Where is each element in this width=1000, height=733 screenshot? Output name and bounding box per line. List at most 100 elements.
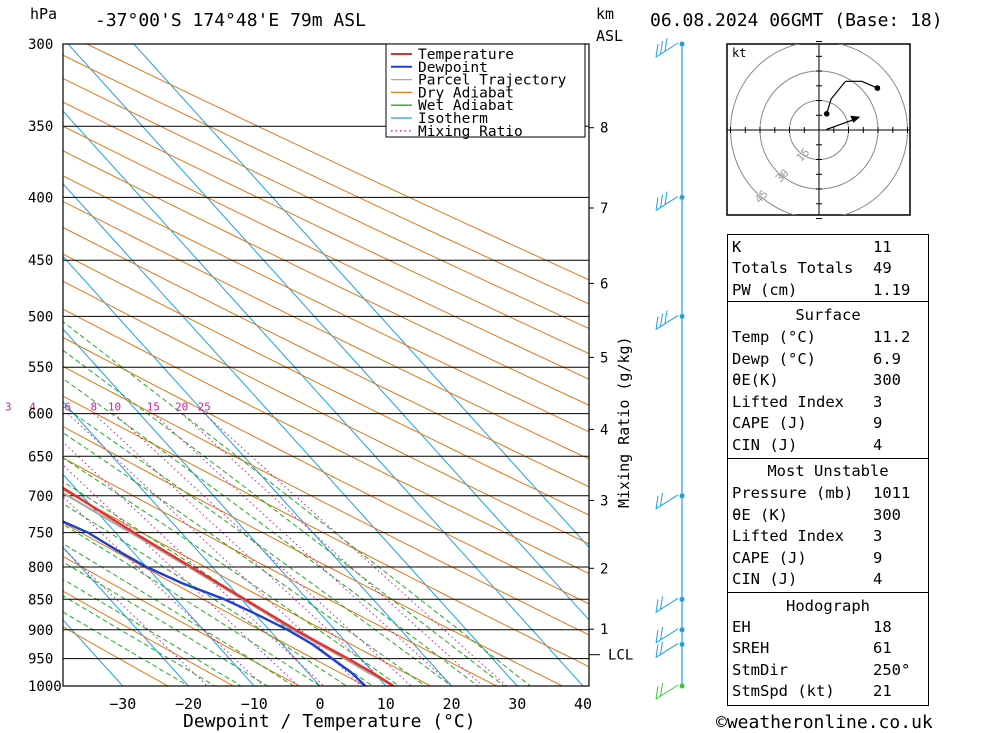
index-row: K 11 [728,237,928,259]
height-tick-label: 7 [600,201,608,217]
mixing-ratio-line [63,547,209,686]
wind-barb [655,38,679,58]
wind-level-dot [679,683,685,689]
indices-basic-box: K 11 Totals Totals 49 PW (cm) 1.19 [727,234,929,303]
dry-adiabat-line [63,522,367,686]
temperature-tick-labels: −30 −20 −10 0 10 20 30 40 [109,695,592,713]
wind-profile [655,38,685,700]
wind-barb [655,596,679,613]
isotherm-line [63,183,518,686]
legend-label: Temperature [418,47,514,63]
index-label: EH [732,618,751,636]
wind-barb-shaft [655,684,679,700]
wind-barb-feather [655,43,659,58]
pressure-tick-label: 700 [28,489,53,505]
lcl-label: LCL [608,648,633,664]
wet-adiabat-line [63,481,374,686]
datetime-title: 06.08.2024 06GMT (Base: 18) [650,10,943,31]
index-label: StmDir [732,661,788,679]
index-row: StmDir 250° [728,660,928,682]
index-row: CAPE (J) 9 [728,548,928,570]
x-axis-title: Dewpoint / Temperature (°C) [183,711,476,732]
wind-barb-feather [655,197,659,211]
dry-adiabat-line [63,489,432,686]
wind-barb [655,492,679,510]
index-value: 18 [873,618,892,636]
pressure-unit-label: hPa [30,5,57,23]
wind-barb-shaft [655,642,679,658]
pressure-tick-label: 800 [28,560,53,576]
indices-surface-box: Surface Temp (°C) 11.2 Dewp (°C) 6.9 θE(K)… [727,301,929,460]
wind-barb-feather [655,644,659,658]
dry-adiabat-line [63,226,589,488]
wind-barb-feather [655,316,659,330]
index-label: PW (cm) [732,281,798,299]
dry-adiabat-line [63,101,589,355]
index-value: 9 [873,414,883,432]
height-tick-label: 2 [600,561,608,577]
index-value: 1011 [873,484,911,502]
height-reference-label: ASL [596,27,623,45]
dry-adiabat-line [63,200,589,460]
isotherm-line [63,328,387,686]
wind-level-dot [679,313,685,319]
wind-barb-feather [660,626,663,640]
pressure-grid [63,43,589,687]
pressure-tick-label: 1000 [28,679,62,695]
index-label: StmSpd (kt) [732,682,835,700]
wind-barb [655,626,679,644]
wet-adiabat-line [63,611,190,686]
temperature-tick-label: 20 [442,695,460,713]
index-label: CIN (J) [732,570,798,588]
legend-label: Mixing Ratio [418,124,523,140]
wet-adiabat-line [63,457,400,686]
dry-adiabat-line [63,555,301,686]
index-value: 4 [873,570,883,588]
index-row: Pressure (mb) 1011 [728,483,928,505]
index-value: 300 [873,371,901,389]
mixing-ratio-label: 25 [198,401,211,414]
parcel-trajectory-line [63,491,395,686]
index-label: CIN (J) [732,436,798,454]
index-label: θE (K) [732,506,788,524]
wind-level-dot [679,194,685,200]
index-label: Lifted Index [732,393,844,411]
mixing-ratio-line [114,413,412,686]
mixing-ratio-line [203,413,508,686]
height-tick-label: 3 [600,493,608,509]
index-row: SREH 61 [728,638,928,660]
wind-level-dot [679,596,685,602]
indices-hodograph-box: Hodograph EH 18 SREH 61 StmDir 250° StmSpd … [727,592,929,706]
height-tick-label: 6 [600,276,608,292]
wind-level-dot [679,41,685,47]
pressure-tick-label: 750 [28,526,53,542]
pressure-tick-label: 350 [28,119,53,135]
wind-barb [655,191,679,211]
wind-barb-feather [660,194,663,208]
index-value: 1.19 [873,281,911,299]
index-row: CIN (J) 4 [728,435,928,457]
wind-level-dot [679,627,685,633]
temperature-tick-label: 10 [377,695,395,713]
index-value: 49 [873,259,892,277]
dry-adiabat-line [63,426,564,686]
wet-adiabat-line [63,503,348,686]
wind-barb-feather [660,492,663,506]
mixing-ratio-label: 10 [108,401,121,414]
mixing-ratio-label: 20 [175,401,188,414]
profiles [63,486,395,686]
pressure-tick-labels: 300 350 400 450 500 550 600 650 700 750 800 850 900 9… [28,37,62,695]
legend-label: Dewpoint [418,60,488,76]
wind-barb-shaft [655,195,679,211]
plot-frame [62,43,590,687]
pressure-tick-label: 900 [28,623,53,639]
isotherm-line [0,7,15,712]
isotherm-line [63,546,190,686]
copyright-footer: ©weatheronline.co.uk [716,712,933,733]
pressure-tick-label: 550 [28,360,53,376]
indices-most-unstable-box: Most Unstable Pressure (mb) 1011 θE (K) 30… [727,458,929,594]
index-row: Dewp (°C) 6.9 [728,349,928,371]
dry-adiabat-line [63,626,169,686]
pressure-tick-label: 300 [28,37,53,53]
